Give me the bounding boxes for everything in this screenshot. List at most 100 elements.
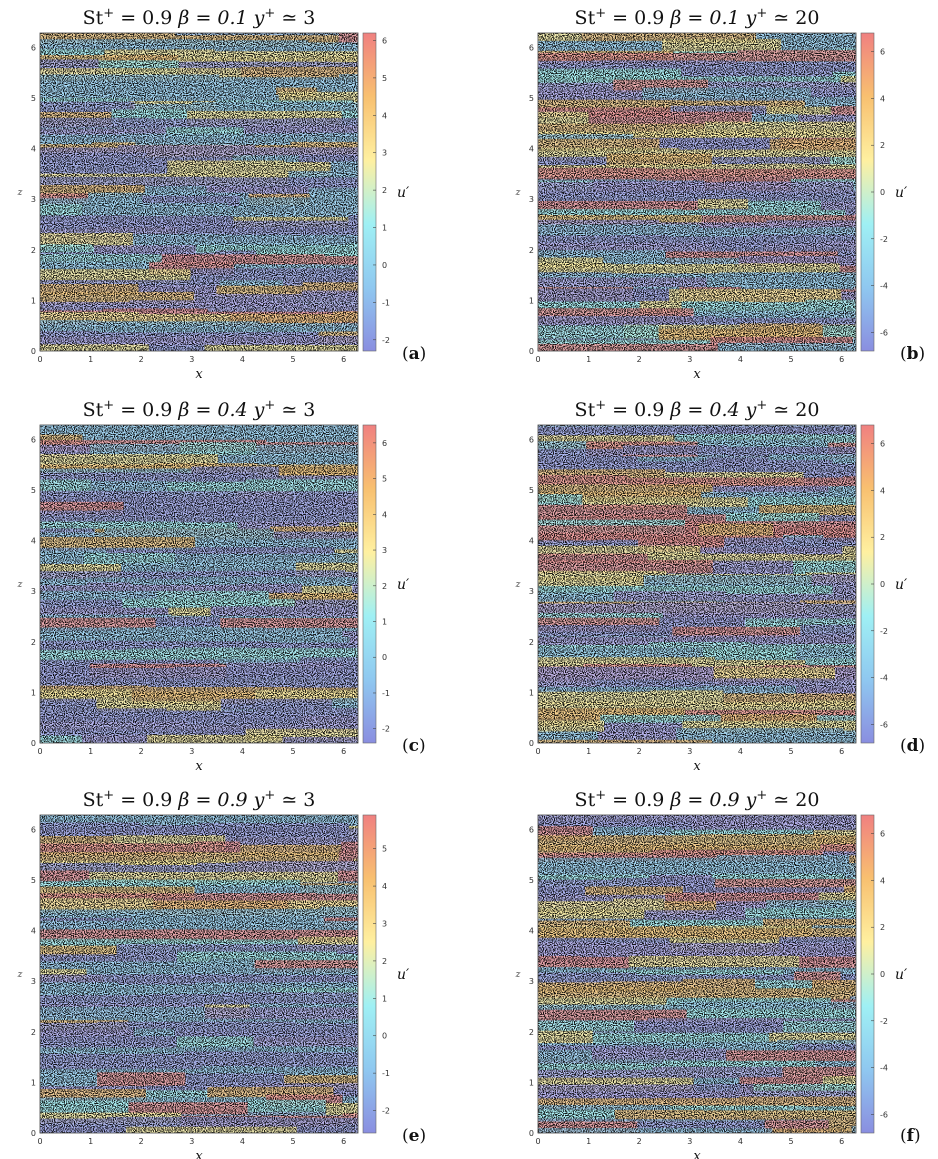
panel-a-ytick-label: 4 bbox=[31, 145, 36, 154]
panel-c-field bbox=[40, 425, 358, 743]
panel-e-ytick-label: 6 bbox=[31, 825, 36, 834]
panel-f-colorbar-label: u′ bbox=[895, 967, 908, 983]
panel-d-title: St+ = 0.9 β = 0.4 y+ ≃ 20 bbox=[575, 398, 820, 421]
panel-e-colorbar-tick-label: 2 bbox=[382, 957, 387, 966]
panel-b-title: St+ = 0.9 β = 0.1 y+ ≃ 20 bbox=[575, 6, 820, 29]
panel-d-colorbar-label: u′ bbox=[895, 577, 908, 593]
panel-d-colorbar-tick-label: 2 bbox=[880, 533, 885, 542]
panel-a-xtick-label: 0 bbox=[37, 355, 42, 364]
panel-c-xtick-label: 5 bbox=[291, 747, 296, 756]
panel-e-title: St+ = 0.9 β = 0.9 y+ ≃ 3 bbox=[83, 788, 316, 811]
panel-f-colorbar-tick-label: 6 bbox=[880, 830, 885, 839]
panel-c-xtick-label: 1 bbox=[88, 747, 93, 756]
panel-b-xtick-label: 2 bbox=[637, 355, 642, 364]
panel-f-xtick-label: 3 bbox=[687, 1137, 692, 1146]
panel-a-colorbar-label: u′ bbox=[397, 185, 410, 201]
panel-a-xtick-label: 1 bbox=[88, 355, 93, 364]
panel-d-ytick-label: 6 bbox=[529, 435, 534, 444]
panel-f-xtick-label: 4 bbox=[738, 1137, 743, 1146]
panel-e-xtick-label: 3 bbox=[189, 1137, 194, 1146]
panel-c-ytick-label: 5 bbox=[31, 486, 36, 495]
panel-a-colorbar-tick-label: 6 bbox=[382, 36, 387, 45]
panel-a-ytick-label: 2 bbox=[31, 246, 36, 255]
panel-e-colorbar-tick-label: 5 bbox=[382, 845, 387, 854]
panel-c-colorbar-tick-label: 2 bbox=[382, 582, 387, 591]
panel-e-colorbar-tick-label: 3 bbox=[382, 919, 387, 928]
panel-b-colorbar-tick-label: 4 bbox=[880, 94, 885, 103]
panel-d-ytick-label: 3 bbox=[529, 587, 534, 596]
panel-e-ytick-label: 1 bbox=[31, 1078, 36, 1087]
panel-f-field bbox=[538, 815, 856, 1133]
panel-c-colorbar-tick-label: 6 bbox=[382, 439, 387, 448]
panel-c-colorbar-tick-label: -1 bbox=[382, 689, 390, 698]
panel-a-colorbar-tick-label: -1 bbox=[382, 298, 390, 307]
panel-f-xtick-label: 6 bbox=[839, 1137, 844, 1146]
panel-f-xlabel: x bbox=[693, 1149, 701, 1159]
panel-a-xtick-label: 2 bbox=[139, 355, 144, 364]
panel-d-letter: (d) bbox=[900, 736, 925, 756]
panel-d-colorbar-tick-label: 6 bbox=[880, 440, 885, 449]
panel-a-colorbar-tick-label: 3 bbox=[382, 149, 387, 158]
panel-a-colorbar-tick-label: 2 bbox=[382, 186, 387, 195]
panel-d-ytick-label: 5 bbox=[529, 486, 534, 495]
panel-c-colorbar-tick-label: 3 bbox=[382, 546, 387, 555]
panel-d-xtick-label: 1 bbox=[586, 747, 591, 756]
panel-e-axes-frame bbox=[39, 814, 359, 1134]
panel-d-field bbox=[538, 425, 856, 743]
panel-f-xtick-label: 1 bbox=[586, 1137, 591, 1146]
panel-b-xtick-label: 3 bbox=[687, 355, 692, 364]
panel-e-xtick-label: 0 bbox=[37, 1137, 42, 1146]
panel-c-ytick-label: 0 bbox=[31, 739, 36, 748]
panel-c-colorbar-tick-label: 0 bbox=[382, 653, 387, 662]
panel-c-letter: (c) bbox=[402, 736, 426, 756]
panel-f-ytick-label: 0 bbox=[529, 1129, 534, 1138]
panel-b-axes-frame bbox=[537, 32, 857, 352]
panel-c-ytick-label: 1 bbox=[31, 688, 36, 697]
panel-e-colorbar-tick-label: 1 bbox=[382, 994, 387, 1003]
panel-c-xlabel: x bbox=[195, 759, 203, 774]
panel-c-xtick-label: 0 bbox=[37, 747, 42, 756]
panel-a-xtick-label: 3 bbox=[189, 355, 194, 364]
panel-c-colorbar-tick-label: -2 bbox=[382, 725, 390, 734]
panel-a-colorbar-tick-label: 5 bbox=[382, 74, 387, 83]
panel-f: St+ = 0.9 β = 0.9 y+ ≃ 20 0 1 2 3 4 5 6 0 1 2 3 4 5 6 x… bbox=[515, 788, 921, 1159]
panel-c-ylabel: z bbox=[17, 580, 23, 590]
panel-e-ytick-label: 3 bbox=[31, 977, 36, 986]
panel-f-colorbar-tick-label: 4 bbox=[880, 876, 885, 885]
panel-b: St+ = 0.9 β = 0.1 y+ ≃ 20 0 1 2 3 4 5 6 0 1 2 3 4 5 6 x… bbox=[515, 6, 926, 382]
panel-b-xlabel: x bbox=[693, 367, 701, 382]
panel-b-field bbox=[538, 33, 856, 351]
panel-e: St+ = 0.9 β = 0.9 y+ ≃ 3 0 1 2 3 4 5 6 0 1 2 3 4 5 6 x z… bbox=[17, 788, 426, 1159]
panel-d-colorbar-tick-label: -6 bbox=[880, 720, 888, 729]
panel-b-ytick-label: 3 bbox=[529, 195, 534, 204]
panel-f-xtick-label: 5 bbox=[789, 1137, 794, 1146]
panel-e-xtick-label: 4 bbox=[240, 1137, 245, 1146]
panel-a-ytick-label: 0 bbox=[31, 347, 36, 356]
panel-b-ylabel: z bbox=[515, 188, 521, 198]
panel-d-colorbar-tick-label: 4 bbox=[880, 486, 885, 495]
panel-d-colorbar-tick-label: -4 bbox=[880, 674, 888, 683]
panel-e-colorbar-tick-label: -2 bbox=[382, 1107, 390, 1116]
panel-a-ytick-label: 6 bbox=[31, 43, 36, 52]
panel-b-xtick-label: 6 bbox=[839, 355, 844, 364]
panel-e-colorbar-label: u′ bbox=[397, 967, 410, 983]
panel-c-colorbar-tick-label: 4 bbox=[382, 510, 387, 519]
panel-e-xtick-label: 5 bbox=[291, 1137, 296, 1146]
panel-a-axes-frame bbox=[39, 32, 359, 352]
panel-e-ytick-label: 0 bbox=[31, 1129, 36, 1138]
panel-e-xtick-label: 2 bbox=[139, 1137, 144, 1146]
panel-d-ytick-label: 4 bbox=[529, 537, 534, 546]
panel-f-ytick-label: 3 bbox=[529, 977, 534, 986]
panel-f-colorbar-tick-label: -4 bbox=[880, 1064, 888, 1073]
panel-a: St+ = 0.9 β = 0.1 y+ ≃ 3 0 1 2 3 4 5 6 0 1 2 3 4 5 6 x z… bbox=[17, 6, 427, 382]
panel-d-xtick-label: 5 bbox=[789, 747, 794, 756]
panel-f-colorbar-tick-label: -6 bbox=[880, 1110, 888, 1119]
panel-c-xtick-label: 6 bbox=[341, 747, 346, 756]
panel-e-letter: (e) bbox=[402, 1126, 426, 1146]
panel-b-colorbar-tick-label: -6 bbox=[880, 328, 888, 337]
panel-b-ytick-label: 5 bbox=[529, 94, 534, 103]
panel-b-ytick-label: 2 bbox=[529, 246, 534, 255]
panel-f-axes-frame bbox=[537, 814, 857, 1134]
panel-d: St+ = 0.9 β = 0.4 y+ ≃ 20 0 1 2 3 4 5 6 0 1 2 3 4 5 6 x… bbox=[515, 398, 926, 774]
